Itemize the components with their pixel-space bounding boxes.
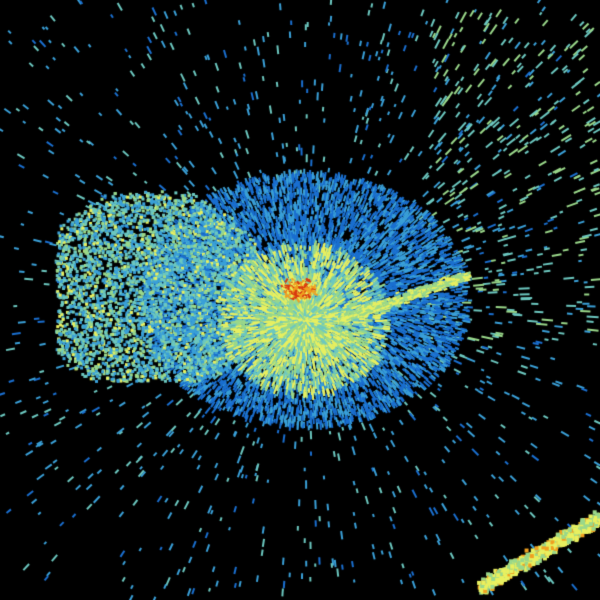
radar-reflectivity-image [0, 0, 600, 600]
